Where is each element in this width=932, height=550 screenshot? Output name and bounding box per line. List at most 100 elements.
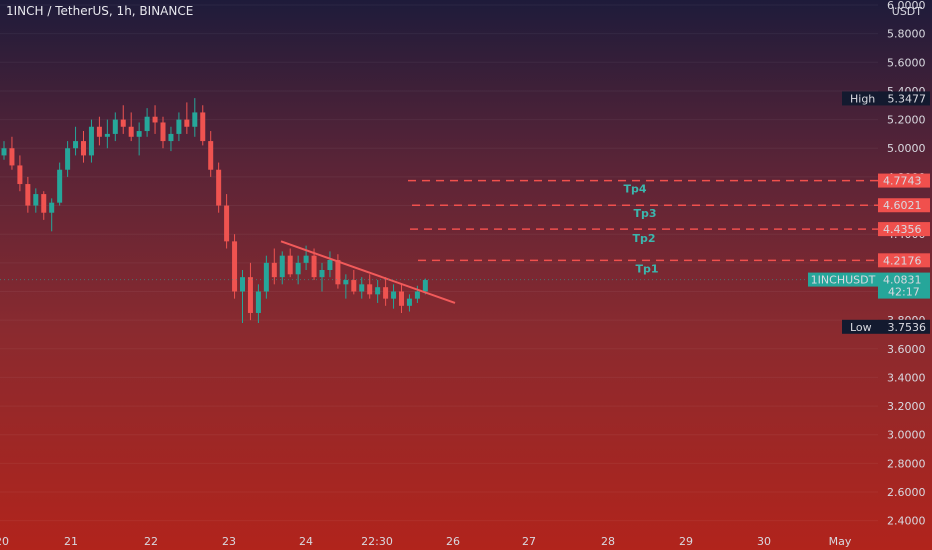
candle-body <box>49 202 55 213</box>
candle-body <box>422 280 428 292</box>
x-tick-label: 30 <box>757 535 771 548</box>
target-price-text: 4.7743 <box>883 175 922 188</box>
x-tick-label: 21 <box>64 535 78 548</box>
x-tick-label: 26 <box>446 535 460 548</box>
candle-body <box>104 133 110 137</box>
target-label: Tp4 <box>623 183 646 196</box>
candle-body <box>287 255 293 275</box>
candle-body <box>88 126 94 156</box>
x-tick-label: 20 <box>0 535 9 548</box>
x-tick-label: 29 <box>679 535 693 548</box>
price-label-badge <box>842 91 930 106</box>
candle-body <box>351 280 357 292</box>
x-tick-label: 23 <box>222 535 236 548</box>
candle-body <box>25 184 31 206</box>
chart-title: 1INCH / TetherUS, 1h, BINANCE <box>6 4 194 18</box>
price-label-badge <box>842 319 930 334</box>
candle-body <box>208 141 214 170</box>
y-tick-label: 5.0000 <box>887 142 926 155</box>
candle-body <box>192 112 198 127</box>
candle-body <box>96 126 102 137</box>
candle-body <box>152 116 158 123</box>
candle-body <box>335 259 341 285</box>
candle-body <box>128 126 134 137</box>
symbol-label: 1INCHUSDT <box>811 274 876 287</box>
x-tick-label: May <box>829 535 852 548</box>
target-price-text: 4.2176 <box>883 254 922 267</box>
trendline[interactable] <box>280 240 456 304</box>
candle-body <box>327 259 333 270</box>
target-label: Tp2 <box>632 232 655 245</box>
candle-body <box>303 255 309 263</box>
candle-body <box>279 255 285 278</box>
price-label-value: 5.3477 <box>888 92 927 105</box>
x-tick-label: 24 <box>299 535 313 548</box>
y-tick-label: 3.0000 <box>887 429 926 442</box>
candle-body <box>73 141 79 149</box>
candle-body <box>41 194 47 213</box>
candle-body <box>383 287 389 299</box>
y-tick-label: 2.8000 <box>887 457 926 470</box>
countdown-text: 42:17 <box>888 286 920 299</box>
candle-body <box>367 284 373 295</box>
candle-body <box>17 165 23 185</box>
target-price-text: 4.6021 <box>883 199 922 212</box>
price-label-value: 3.7536 <box>888 321 927 334</box>
candle-body <box>144 116 150 132</box>
currency-label: USDT <box>891 5 922 18</box>
candle-body <box>120 119 126 127</box>
candle-body <box>216 169 222 206</box>
candle-body <box>406 298 412 306</box>
target-price-badge <box>878 222 930 237</box>
x-tick-label: 22 <box>144 535 158 548</box>
current-price-badge <box>878 272 930 299</box>
candle-body <box>359 284 365 292</box>
candle-body <box>414 291 420 299</box>
candle-body <box>247 277 253 313</box>
y-tick-label: 2.4000 <box>887 515 926 528</box>
target-price-badge <box>878 173 930 188</box>
y-tick-label: 2.6000 <box>887 486 926 499</box>
candle-body <box>295 262 301 275</box>
candle-body <box>240 277 245 292</box>
candle-body <box>65 148 71 170</box>
candle-body <box>343 280 349 285</box>
candle-body <box>271 262 277 278</box>
candle-body <box>81 141 86 156</box>
y-tick-label: 5.6000 <box>887 56 926 69</box>
candle-body <box>136 131 142 137</box>
candle-body <box>311 255 317 278</box>
symbol-badge <box>808 272 878 287</box>
x-tick-label: 22:30 <box>361 535 393 548</box>
price-label-name: Low <box>850 321 872 334</box>
candle-body <box>200 112 206 142</box>
candle-body <box>33 194 39 206</box>
target-label: Tp1 <box>635 262 658 275</box>
current-price-text: 4.0831 <box>883 274 922 287</box>
candle-body <box>391 291 397 299</box>
target-price-badge <box>878 198 930 213</box>
target-price-badge <box>878 253 930 268</box>
y-tick-label: 6.0000 <box>887 0 926 12</box>
target-price-text: 4.4356 <box>883 223 922 236</box>
candle-body <box>57 169 63 203</box>
x-tick-label: 28 <box>601 535 615 548</box>
candle-body <box>160 122 166 142</box>
candle-body <box>319 270 325 278</box>
candle-body <box>9 148 15 166</box>
y-tick-label: 3.2000 <box>887 400 926 413</box>
candle-body <box>184 119 190 127</box>
candle-body <box>232 241 238 292</box>
candle-body <box>263 262 269 292</box>
candle-body <box>176 119 182 134</box>
candle-body <box>255 291 261 313</box>
y-tick-label: 3.4000 <box>887 371 926 384</box>
y-tick-label: 3.6000 <box>887 343 926 356</box>
candle-body <box>224 205 230 242</box>
candle-body <box>168 133 174 142</box>
target-label: Tp3 <box>633 207 656 220</box>
candle-body <box>1 148 7 156</box>
candle-body <box>375 287 381 295</box>
